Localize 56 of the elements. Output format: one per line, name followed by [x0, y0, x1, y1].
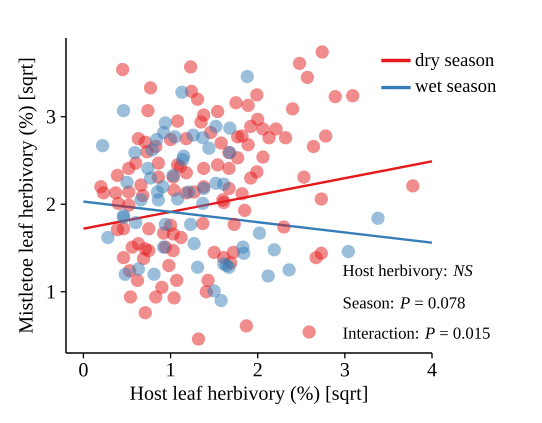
x-tick-label: 2 [254, 363, 262, 376]
point [101, 230, 114, 244]
point [170, 192, 184, 206]
x-tick-label: 3 [340, 363, 350, 376]
x-tick-label: 1 [167, 363, 174, 376]
x-tick-label: 4 [427, 363, 437, 376]
point [237, 246, 250, 260]
point [217, 177, 230, 191]
y-axis-title: Mistletoe leaf herbivory (%) [sqrt] [18, 58, 37, 334]
point [282, 263, 296, 277]
point [118, 268, 132, 281]
point [262, 269, 275, 283]
point [168, 130, 182, 144]
point [150, 132, 164, 146]
point [371, 212, 385, 225]
point [209, 120, 223, 134]
y-tick-label: 1 [48, 285, 55, 298]
point [158, 218, 172, 232]
point [120, 176, 134, 190]
point [182, 185, 196, 199]
point [220, 258, 234, 272]
point [190, 260, 204, 274]
point [146, 143, 159, 157]
point [342, 244, 356, 258]
x-axis-title: Host leaf herbivory (%) [sqrt] [130, 386, 367, 404]
point [176, 152, 190, 166]
point [144, 171, 158, 185]
annotation: Season: P = 0.078 [344, 297, 465, 309]
x-tick-label: 0 [79, 363, 88, 377]
y-tick-label: 2 [46, 198, 55, 211]
point [252, 226, 266, 240]
point [134, 193, 148, 207]
point [196, 131, 210, 144]
point [175, 86, 189, 99]
point [223, 121, 236, 135]
legend-label: dry season [416, 53, 494, 70]
point [196, 196, 210, 210]
point [202, 142, 216, 155]
point [132, 262, 145, 276]
annotation: Interaction: P = 0.015 [343, 327, 490, 339]
point [152, 193, 166, 207]
point [268, 243, 281, 256]
point [207, 284, 221, 298]
point [240, 70, 254, 84]
point [156, 180, 170, 194]
point [184, 218, 198, 232]
point [128, 146, 142, 160]
point [129, 216, 142, 230]
point [147, 268, 161, 281]
legend-label: wet season [415, 81, 496, 92]
annotation: Host herbivory: NS [343, 264, 472, 280]
point [214, 294, 228, 308]
y-tick-label: 3 [46, 110, 56, 124]
point [116, 104, 130, 118]
point [96, 138, 110, 152]
point [187, 236, 201, 250]
